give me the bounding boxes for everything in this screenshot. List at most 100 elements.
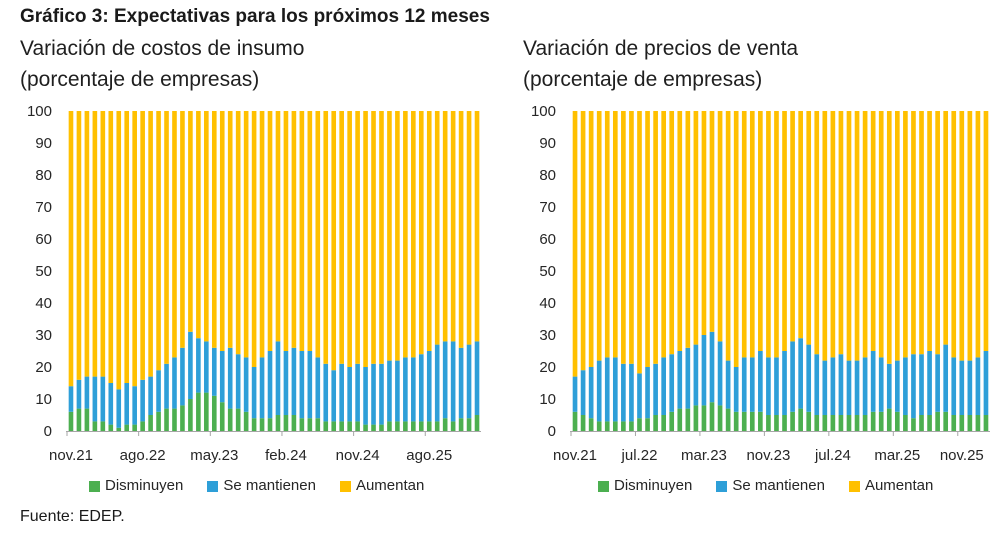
bar-se-mantienen: [596, 360, 602, 422]
x-tick-label: feb.24: [265, 447, 307, 464]
bar-se-mantienen: [919, 354, 924, 415]
bar-disminuyen: [307, 418, 313, 431]
bar-disminuyen: [870, 411, 876, 431]
bar-disminuyen: [426, 421, 432, 431]
bar-aumentan: [235, 111, 241, 355]
bar-aumentan: [782, 111, 787, 351]
bar-se-mantienen: [116, 389, 122, 428]
legend-label: Aumentan: [355, 477, 425, 494]
bar-aumentan: [243, 111, 249, 358]
x-tick-label: mar.23: [681, 447, 727, 464]
bar-disminuyen: [919, 415, 924, 431]
bar-disminuyen: [951, 415, 957, 431]
bar-aumentan: [580, 111, 586, 371]
bar-disminuyen: [68, 411, 74, 431]
y-tick-label: 100: [531, 103, 556, 120]
bar-aumentan: [661, 111, 666, 358]
bar-se-mantienen: [148, 376, 153, 415]
bar-aumentan: [395, 111, 400, 361]
bar-disminuyen: [164, 408, 169, 431]
legend-swatch-se-mantienen: [207, 480, 219, 492]
bar-disminuyen: [196, 392, 201, 431]
bar-se-mantienen: [967, 360, 973, 415]
bar-aumentan: [870, 111, 876, 351]
bar-aumentan: [68, 111, 74, 387]
x-tick-label: nov.24: [336, 447, 380, 464]
bar-disminuyen: [935, 411, 940, 431]
bar-disminuyen: [450, 421, 456, 431]
bar-se-mantienen: [403, 357, 408, 422]
bar-se-mantienen: [677, 351, 683, 409]
bar-disminuyen: [886, 408, 892, 431]
bar-se-mantienen: [838, 354, 844, 415]
bar-disminuyen: [814, 415, 820, 431]
bar-disminuyen: [363, 424, 368, 431]
bar-se-mantienen: [580, 370, 586, 415]
bar-se-mantienen: [943, 344, 949, 412]
y-tick-label: 40: [35, 295, 52, 312]
bar-se-mantienen: [204, 341, 209, 393]
chart-subtitle: (porcentaje de empresas): [523, 68, 763, 91]
bar-aumentan: [172, 111, 177, 358]
bar-aumentan: [621, 111, 626, 364]
y-tick-label: 70: [539, 199, 556, 216]
bar-aumentan: [653, 111, 658, 364]
bar-se-mantienen: [693, 344, 699, 406]
bar-aumentan: [458, 111, 464, 348]
bar-disminuyen: [180, 405, 185, 431]
bar-aumentan: [878, 111, 884, 358]
bar-disminuyen: [685, 408, 691, 431]
bar-disminuyen: [124, 424, 130, 431]
bar-aumentan: [637, 111, 642, 374]
y-tick-label: 20: [539, 359, 556, 376]
bar-disminuyen: [259, 418, 265, 431]
bar-aumentan: [959, 111, 965, 361]
bar-se-mantienen: [140, 379, 145, 422]
bar-aumentan: [116, 111, 122, 390]
bar-disminuyen: [806, 411, 812, 431]
bar-disminuyen: [283, 415, 289, 431]
bar-disminuyen: [822, 415, 828, 431]
x-tick-label: ago.22: [120, 447, 166, 464]
bar-se-mantienen: [572, 376, 578, 412]
bar-aumentan: [629, 111, 634, 364]
bar-se-mantienen: [604, 357, 610, 422]
bar-se-mantienen: [709, 331, 715, 403]
x-axis-labels: nov.21 ago.22 may.23 feb.24 nov.24 ago.25: [49, 431, 452, 464]
legend-item-disminuyen: Disminuyen: [598, 477, 692, 495]
bar-se-mantienen: [180, 347, 185, 406]
bar-se-mantienen: [621, 363, 626, 422]
bar-aumentan: [251, 111, 257, 367]
bar-se-mantienen: [442, 341, 448, 419]
bar-se-mantienen: [92, 376, 98, 422]
bar-aumentan: [725, 111, 731, 361]
bar-disminuyen: [572, 411, 578, 431]
bar-aumentan: [379, 111, 384, 364]
bar-se-mantienen: [685, 347, 691, 409]
bar-disminuyen: [612, 421, 618, 431]
bar-se-mantienen: [798, 338, 803, 409]
bar-aumentan: [943, 111, 949, 345]
bar-aumentan: [283, 111, 289, 351]
bar-se-mantienen: [291, 347, 297, 415]
bar-se-mantienen: [434, 344, 440, 422]
bar-aumentan: [347, 111, 352, 367]
bar-aumentan: [846, 111, 852, 361]
bar-aumentan: [741, 111, 747, 358]
bar-aumentan: [148, 111, 153, 377]
bar-se-mantienen: [84, 376, 90, 409]
bar-se-mantienen: [725, 360, 731, 409]
bar-se-mantienen: [418, 354, 424, 422]
bar-se-mantienen: [951, 357, 957, 415]
bar-se-mantienen: [983, 351, 989, 415]
x-tick-label: may.23: [190, 447, 238, 464]
bar-disminuyen: [878, 411, 884, 431]
bar-aumentan: [227, 111, 233, 348]
bar-aumentan: [219, 111, 225, 351]
bar-disminuyen: [709, 402, 715, 431]
bar-disminuyen: [243, 411, 249, 431]
bar-disminuyen: [339, 421, 344, 431]
y-axis-labels: 0 10 20 30 40 50 60 70 80 90 100: [531, 103, 556, 440]
bar-se-mantienen: [76, 379, 82, 409]
bar-aumentan: [442, 111, 448, 342]
